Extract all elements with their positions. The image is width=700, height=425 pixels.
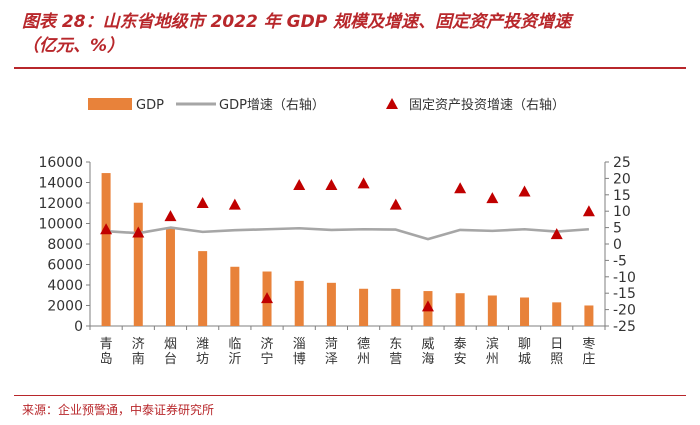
bar-gdp-潍坊	[198, 251, 208, 326]
x-label-聊城: 聊城	[518, 337, 531, 367]
marker-investment-growth-德州	[357, 177, 370, 189]
marker-investment-growth-威海	[421, 300, 434, 312]
marker-investment-growth-枣庄	[582, 205, 595, 217]
y-left-tick-label: 12000	[38, 196, 83, 212]
axes: 0 2000 4000 6000 8000 10000 12000 14000 16000 252…	[38, 155, 635, 335]
bar-gdp-泰安	[455, 293, 465, 326]
gdp-growth-series-line	[106, 226, 589, 241]
legend-swatch-gdp	[88, 98, 132, 110]
bar-gdp-日照	[552, 302, 562, 326]
chart-title: 图表 28：山东省地级市 2022 年 GDP 规模及增速、固定资产投资增速 （…	[22, 10, 692, 58]
x-label-济宁: 济宁	[261, 337, 274, 367]
x-label-菏泽: 菏泽	[325, 337, 338, 367]
x-label-泰安: 泰安	[454, 337, 467, 367]
marker-investment-growth-东营	[389, 198, 402, 210]
marker-investment-growth-菏泽	[325, 178, 338, 190]
bar-gdp-东营	[391, 288, 401, 326]
y-right-tick-label: 0	[613, 237, 622, 253]
legend-label-gdp: GDP	[136, 98, 164, 113]
y-left-tick-label: 2000	[47, 299, 83, 315]
legend-label-investment-growth: 固定资产投资增速（右轴）	[409, 97, 565, 113]
source-note: 来源：企业预警通，中泰证券研究所	[22, 403, 215, 417]
y-left-tick-label: 4000	[47, 278, 83, 294]
title-divider	[14, 67, 686, 69]
chart-title-line1: 图表 28：山东省地级市 2022 年 GDP 规模及增速、固定资产投资增速	[22, 12, 572, 32]
marker-investment-growth-聊城	[518, 185, 531, 197]
x-label-日照: 日照	[550, 337, 563, 367]
marker-investment-growth-淄博	[293, 178, 306, 190]
y-right-tick-label: -20	[613, 303, 636, 319]
x-label-青岛: 青岛	[100, 337, 113, 367]
bar-gdp-临沂	[230, 266, 240, 326]
marker-investment-growth-潍坊	[196, 197, 209, 208]
marker-investment-growth-日照	[550, 228, 563, 240]
bar-gdp-烟台	[165, 228, 175, 326]
source-divider	[14, 395, 686, 396]
y-right-tick-label: -5	[613, 253, 627, 269]
bar-gdp-济南	[133, 202, 143, 326]
x-label-东营: 东营	[389, 337, 402, 367]
legend-swatch-investment-growth	[386, 98, 398, 109]
x-label-济南: 济南	[132, 337, 145, 367]
x-label-烟台: 烟台	[164, 337, 177, 367]
x-label-德州: 德州	[357, 337, 370, 367]
marker-investment-growth-泰安	[454, 182, 467, 194]
bar-gdp-滨州	[487, 295, 497, 326]
y-right-tick-label: -15	[613, 286, 636, 302]
y-right-tick-label: 25	[613, 155, 631, 171]
y-right-tick-label: 5	[613, 221, 622, 237]
y-left-tick-label: 16000	[38, 155, 83, 171]
bar-gdp-青岛	[101, 173, 111, 326]
chart-title-line2: （亿元、%）	[22, 36, 125, 56]
marker-investment-growth-济宁	[261, 292, 274, 304]
marker-investment-growth-青岛	[100, 223, 113, 235]
bar-gdp-枣庄	[584, 305, 594, 326]
y-left-tick-label: 0	[74, 319, 83, 335]
y-right-tick-label: -10	[613, 270, 636, 286]
bar-gdp-菏泽	[326, 282, 336, 326]
y-left-tick-label: 6000	[47, 258, 83, 274]
x-label-威海: 威海	[421, 337, 434, 367]
y-right-tick-label: -25	[613, 319, 636, 335]
marker-investment-growth-烟台	[164, 210, 177, 222]
x-label-潍坊: 潍坊	[196, 337, 209, 367]
investment-growth-markers	[100, 177, 595, 312]
bar-gdp-聊城	[520, 297, 530, 326]
bar-gdp-德州	[359, 288, 369, 326]
y-left-tick-label: 8000	[47, 237, 83, 253]
x-label-枣庄: 枣庄	[582, 337, 595, 367]
marker-investment-growth-临沂	[228, 198, 241, 210]
marker-investment-growth-济南	[132, 226, 145, 238]
legend-label-gdp-growth: GDP增速（右轴）	[219, 98, 325, 113]
y-left-tick-label: 10000	[38, 217, 83, 233]
marker-investment-growth-滨州	[486, 192, 499, 204]
gdp-growth-line	[105, 226, 590, 241]
x-label-临沂: 临沂	[228, 337, 241, 367]
y-right-tick-label: 20	[613, 171, 631, 187]
x-label-淄博: 淄博	[293, 337, 306, 367]
x-label-滨州: 滨州	[486, 336, 499, 367]
y-right-tick-label: 15	[613, 188, 631, 204]
bar-gdp-淄博	[294, 280, 304, 326]
y-left-tick-label: 14000	[38, 176, 83, 192]
legend: GDP GDP增速（右轴） 固定资产投资增速（右轴）	[88, 97, 565, 113]
y-right-tick-label: 10	[613, 204, 631, 220]
